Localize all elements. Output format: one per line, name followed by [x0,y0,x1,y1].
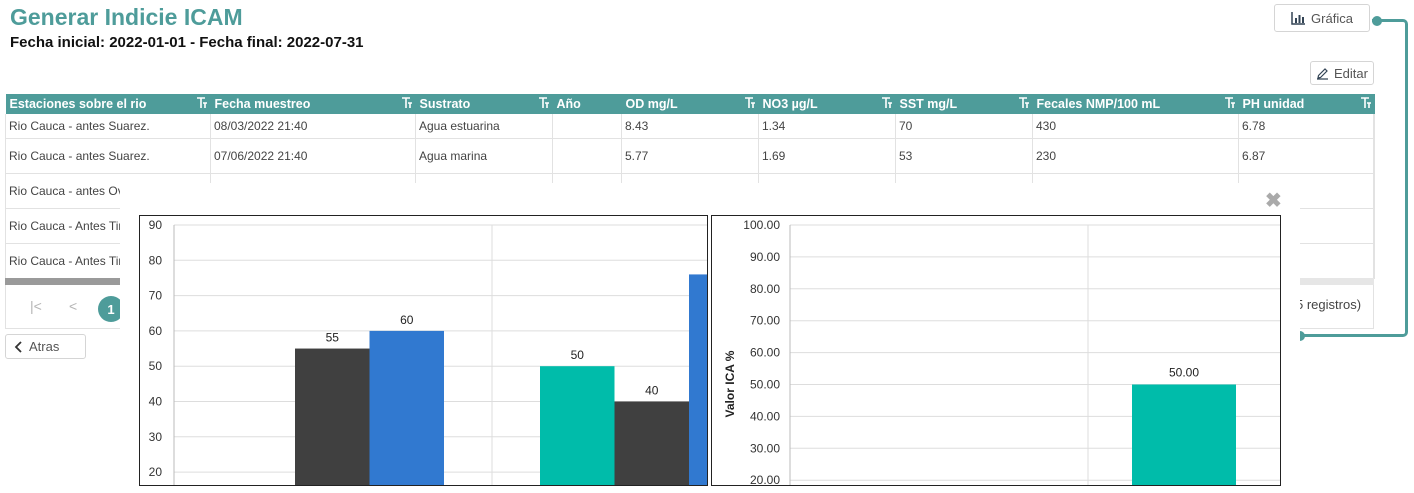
table-header-row: Estaciones sobre el rio Fecha muestreo S… [5,94,1375,114]
y-tick-label: 60 [149,324,163,338]
filter-icon[interactable] [538,97,550,112]
y-tick-label: 80 [149,253,163,267]
chart-ica-svg: 100.00 90.00 80.00 70.00 60.00 50.00 40.00 30.0… [723,218,1280,485]
table-cell: 08/03/2022 21:40 [210,114,416,139]
filter-icon[interactable] [881,97,893,112]
bar-data-label: 50 [571,348,585,362]
records-count: 5 registros) [1296,297,1362,312]
first-page-icon[interactable]: |< [30,298,42,314]
table-cell: Agua marina [415,138,553,174]
atras-label: Atras [29,339,60,354]
editar-button[interactable]: Editar [1310,61,1374,85]
table-cell: 6.78 [1238,114,1375,139]
bar-data-label: 55 [326,331,340,345]
table-cell: 1.69 [758,138,896,174]
column-header[interactable]: SST mg/L [895,94,1033,114]
table-row[interactable]: Rio Cauca - antes Suarez. 07/06/2022 21:… [5,138,1375,174]
filter-icon[interactable] [744,97,756,112]
y-tick-label: 40.00 [750,409,780,423]
chart-bar [540,366,615,485]
y-tick-label: 60.00 [750,346,780,360]
chart-bar [369,330,444,485]
bar-chart-ica: 100.00 90.00 80.00 70.00 60.00 50.00 40.00 30.0… [711,215,1281,486]
table-cell [552,114,622,139]
column-header[interactable]: Estaciones sobre el rio [5,94,211,114]
chart-bar [1132,384,1236,485]
page-title: Generar Indicie ICAM [10,4,243,30]
table-cell: 07/06/2022 21:40 [210,138,416,174]
chart-bar [689,274,707,485]
filter-icon[interactable] [1360,97,1372,112]
column-header[interactable]: Año [552,94,622,114]
table-cell: Rio Cauca - antes Suarez. [5,138,211,174]
atras-button[interactable]: Atras [5,334,86,359]
column-header[interactable]: PH unidad [1238,94,1375,114]
filter-icon[interactable] [1018,97,1030,112]
grafica-label: Gráfica [1311,10,1353,26]
table-cell: 230 [1032,138,1239,174]
table-row[interactable]: Rio Cauca - antes Suarez. 08/03/2022 21:… [5,114,1375,139]
table-cell [552,138,622,174]
y-tick-label: 100.00 [743,218,780,232]
bar-chart-parameters: 90 80 70 60 50 40 30 20 55 60 50 40 [139,215,708,486]
chart-bar [295,348,370,485]
y-tick-label: 90.00 [750,250,780,264]
bar-data-label: 40 [645,384,659,398]
table-cell: 6.87 [1238,138,1375,174]
column-header[interactable]: NO3 µg/L [758,94,896,114]
y-tick-label: 70.00 [750,314,780,328]
connector-dot-top [1372,16,1382,26]
date-range-subtitle: Fecha inicial: 2022-01-01 - Fecha final:… [10,34,364,51]
pencil-icon [1316,67,1329,80]
table-cell: 5.77 [621,138,759,174]
y-tick-label: 30 [149,430,163,444]
table-cell: Rio Cauca - antes Suarez. [5,114,211,139]
y-tick-label: 50.00 [750,378,780,392]
chevron-left-icon [14,340,24,353]
connector-line [1372,19,1408,337]
table-cell: Agua estuarina [415,114,553,139]
column-header[interactable]: Sustrato [415,94,553,114]
filter-icon[interactable] [401,97,413,112]
filter-icon[interactable] [1224,97,1236,112]
column-header[interactable]: Fecales NMP/100 mL [1032,94,1239,114]
table-cell: 8.43 [621,114,759,139]
table-cell: 430 [1032,114,1239,139]
grafica-button[interactable]: Gráfica [1274,4,1370,32]
scrollbar-thumb[interactable] [5,278,135,285]
table-cell: 70 [895,114,1033,139]
editar-label: Editar [1334,65,1368,81]
bar-data-label: 60 [400,313,414,327]
page-number-current[interactable]: 1 [98,296,124,322]
filter-icon[interactable] [196,97,208,112]
chart-parameters-svg: 90 80 70 60 50 40 30 20 55 60 50 40 [149,218,707,485]
y-tick-label: 30.00 [750,441,780,455]
y-tick-label: 50 [149,359,163,373]
y-tick-label: 80.00 [750,282,780,296]
chart-bar [614,401,689,485]
connector-line-bottom [1300,334,1375,337]
bar-chart-icon [1291,11,1306,25]
y-tick-label: 20 [149,465,163,479]
y-tick-label: 40 [149,395,163,409]
y-tick-label: 70 [149,289,163,303]
column-header[interactable]: Fecha muestreo [210,94,416,114]
table-cell: 53 [895,138,1033,174]
prev-page-icon[interactable]: < [69,298,78,314]
y-tick-label: 20.00 [750,473,780,485]
column-header[interactable]: OD mg/L [621,94,759,114]
close-icon[interactable]: ✖ [1265,190,1282,212]
y-axis-title: Valor ICA % [723,350,737,417]
bar-data-label: 50.00 [1169,366,1199,380]
y-tick-label: 90 [149,218,163,232]
table-cell: 1.34 [758,114,896,139]
